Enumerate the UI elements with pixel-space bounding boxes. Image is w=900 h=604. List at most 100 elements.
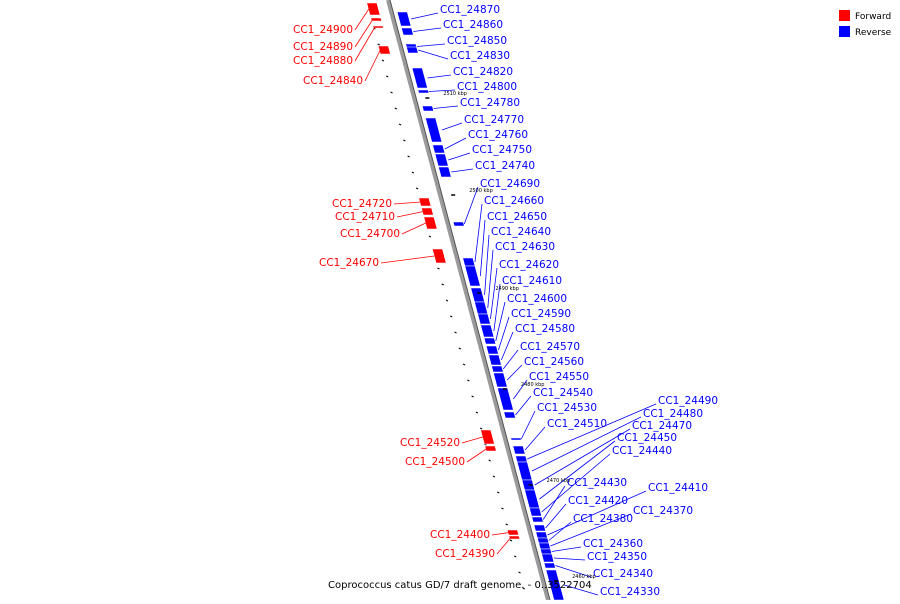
tick-mark xyxy=(522,587,526,590)
tick-mark xyxy=(458,347,462,350)
forward-gene-block xyxy=(372,25,384,29)
reverse-leader-line xyxy=(513,379,528,400)
forward-leader-line xyxy=(461,436,483,444)
reverse-leader-line xyxy=(506,364,523,381)
reverse-leader-line xyxy=(515,395,532,416)
legend-forward-swatch xyxy=(839,10,850,21)
reverse-leader-line xyxy=(495,301,506,342)
scale-labels: 2510 kbp 2500 kbp 2490 kbp 2480 kbp 2470 kbp… xyxy=(425,91,596,582)
reverse-gene-block xyxy=(488,354,502,366)
reverse-leader-line xyxy=(428,89,456,92)
reverse-gene-block xyxy=(417,89,430,94)
reverse-leader-line xyxy=(524,426,546,451)
tick-mark xyxy=(475,411,479,414)
forward-gene-label: CC1_24500 xyxy=(405,456,465,468)
forward-leader-line xyxy=(401,222,427,235)
forward-gene-block xyxy=(366,2,381,16)
reverse-leader-line xyxy=(539,440,616,500)
forward-gene-label: CC1_24520 xyxy=(400,437,460,449)
reverse-gene-block xyxy=(521,479,535,491)
forward-gene-label: CC1_24670 xyxy=(319,257,379,269)
reverse-leader-line xyxy=(527,403,657,460)
forward-gene-block xyxy=(432,248,447,264)
tick-mark xyxy=(377,43,380,46)
forward-gene-block xyxy=(423,216,438,230)
reverse-gene-block xyxy=(474,301,489,315)
reverse-gene-label: CC1_24650 xyxy=(487,211,547,223)
reverse-leader-line xyxy=(542,485,566,520)
label-leader-lines xyxy=(354,8,657,596)
reverse-gene-label: CC1_24770 xyxy=(464,114,524,126)
tick-mark xyxy=(398,123,402,126)
reverse-leader-line xyxy=(551,546,582,552)
genome-backbone-shadow xyxy=(389,0,551,601)
tick-mark xyxy=(471,395,474,398)
reverse-gene-label: CC1_24440 xyxy=(612,445,672,457)
tick-mark xyxy=(407,155,410,158)
reverse-gene-label: CC1_24430 xyxy=(567,477,627,489)
forward-gene-label: CC1_24400 xyxy=(430,529,490,541)
reverse-gene-block xyxy=(515,455,528,463)
reverse-gene-block xyxy=(470,287,485,303)
reverse-gene-label: CC1_24740 xyxy=(475,160,535,172)
reverse-leader-line xyxy=(484,234,490,296)
reverse-gene-label: CC1_24510 xyxy=(547,418,607,430)
tick-mark xyxy=(514,555,517,558)
tick-mark xyxy=(467,379,470,382)
reverse-gene-label: CC1_24820 xyxy=(453,66,513,78)
reverse-gene-label: CC1_24590 xyxy=(511,308,571,320)
reverse-gene-block xyxy=(512,445,526,455)
reverse-gene-block xyxy=(462,257,476,267)
reverse-gene-label: CC1_24660 xyxy=(484,195,544,207)
reverse-gene-label: CC1_24870 xyxy=(440,4,500,16)
reverse-gene-block xyxy=(485,345,499,355)
genome-backbone xyxy=(386,0,550,601)
reverse-leader-line xyxy=(490,267,498,320)
reverse-gene-label: CC1_24600 xyxy=(507,293,567,305)
tick-mark xyxy=(428,235,432,238)
reverse-leader-line xyxy=(563,584,599,596)
reverse-leader-line xyxy=(474,203,483,263)
tick-mark xyxy=(445,299,449,302)
forward-gene-label: CC1_24900 xyxy=(293,24,353,36)
reverse-gene-label: CC1_24570 xyxy=(520,341,580,353)
reverse-gene-label: CC1_24800 xyxy=(457,81,517,93)
reverse-gene-label: CC1_24860 xyxy=(443,19,503,31)
reverse-leader-line xyxy=(451,168,474,173)
reverse-gene-block xyxy=(464,265,481,287)
tick-mark xyxy=(390,91,393,94)
reverse-gene-label: CC1_24630 xyxy=(495,241,555,253)
reverse-gene-block xyxy=(537,537,550,544)
reverse-leader-line xyxy=(555,565,592,578)
tick-mark xyxy=(403,139,406,142)
legend-reverse-swatch xyxy=(839,26,850,37)
tick-mark xyxy=(501,507,504,510)
reverse-gene-label: CC1_24760 xyxy=(468,129,528,141)
forward-gene-block xyxy=(418,197,432,207)
forward-gene-block xyxy=(421,207,434,216)
reverse-leader-line xyxy=(418,49,449,60)
tick-mark xyxy=(509,539,513,542)
reverse-gene-label: CC1_24380 xyxy=(573,513,633,525)
reverse-gene-label: CC1_24550 xyxy=(529,371,589,383)
reverse-gene-label: CC1_24540 xyxy=(533,387,593,399)
reverse-gene-block xyxy=(411,67,428,89)
tick-marks xyxy=(368,11,526,590)
reverse-gene-block xyxy=(543,562,556,569)
reverse-leader-line xyxy=(553,557,586,561)
legend: Forward Reverse xyxy=(839,10,892,38)
forward-gene-block xyxy=(507,529,519,536)
reverse-leader-line xyxy=(493,283,501,332)
reverse-gene-block xyxy=(540,548,553,555)
genome-caption: Coprococcus catus GD/7 draft genome. - 0… xyxy=(328,580,592,591)
tick-mark xyxy=(450,315,453,318)
reverse-gene-block xyxy=(516,461,533,481)
forward-leader-line xyxy=(466,448,488,463)
reverse-gene-block xyxy=(493,372,508,388)
forward-gene-block xyxy=(480,429,495,445)
legend-forward-label: Forward xyxy=(855,12,891,22)
forward-leader-line xyxy=(396,211,424,218)
scale-label: 2510 kbp xyxy=(443,91,467,97)
reverse-gene-block xyxy=(538,542,551,550)
